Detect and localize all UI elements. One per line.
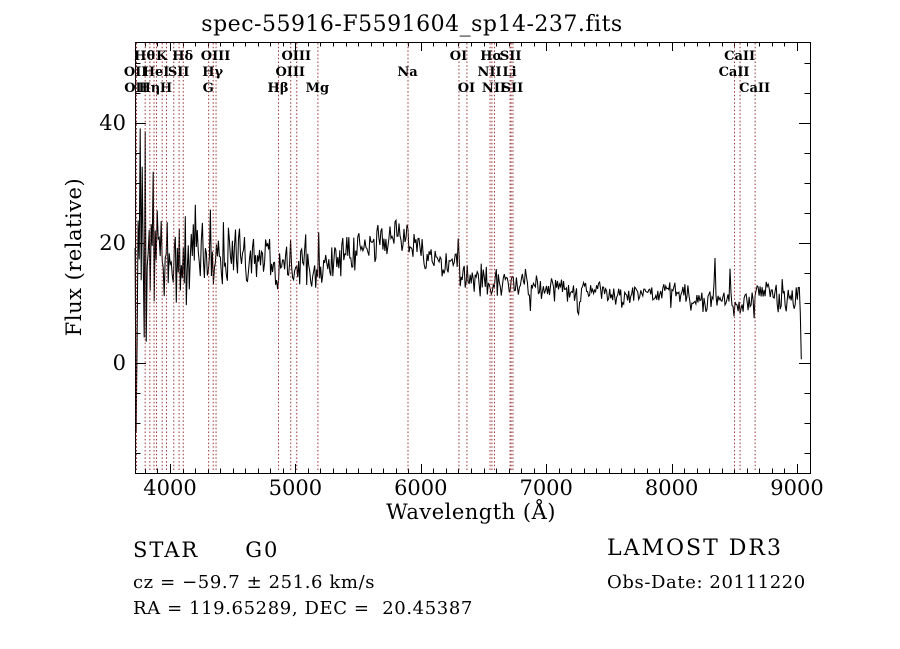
- x-axis-title: Wavelength (Å): [386, 500, 556, 524]
- axis-ticks: [135, 42, 810, 473]
- survey-release-label: LAMOST DR3: [607, 536, 783, 561]
- radial-velocity-line: cz = −59.7 ± 251.6 km/s: [133, 572, 376, 593]
- obs-date-line: Obs-Date: 20111220: [607, 572, 806, 593]
- object-subclass: G0: [245, 538, 280, 562]
- object-class-line: STAR G0: [133, 540, 279, 561]
- spectrum-line: [134, 128, 802, 433]
- plot-title: spec-55916-F5591604_sp14-237.fits: [201, 12, 623, 37]
- object-type: STAR: [133, 538, 200, 562]
- ra-dec-line: RA = 119.65289, DEC = 20.45387: [133, 598, 473, 619]
- y-axis-title: Flux (relative): [62, 177, 86, 337]
